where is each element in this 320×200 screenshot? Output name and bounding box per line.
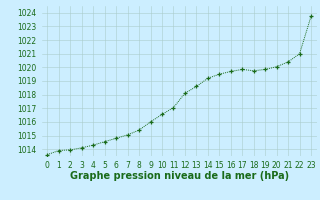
X-axis label: Graphe pression niveau de la mer (hPa): Graphe pression niveau de la mer (hPa) bbox=[70, 171, 289, 181]
